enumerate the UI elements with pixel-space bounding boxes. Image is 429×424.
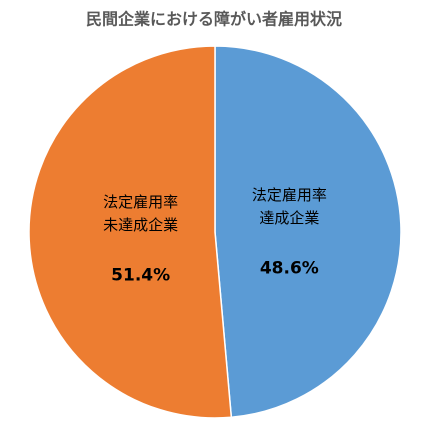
pie-slice bbox=[28, 45, 233, 419]
slice-label: 法定雇用率 bbox=[252, 186, 327, 204]
value-label: 48.6% bbox=[260, 259, 319, 279]
slice-label: 未達成企業 bbox=[103, 216, 178, 234]
value-label: 51.4% bbox=[111, 265, 170, 285]
pie-slice bbox=[214, 45, 402, 419]
slice-label: 法定雇用率 bbox=[103, 193, 178, 211]
slice-label: 達成企業 bbox=[259, 209, 319, 227]
chart-title: 民間企業における障がい者雇用状況 bbox=[86, 10, 342, 29]
